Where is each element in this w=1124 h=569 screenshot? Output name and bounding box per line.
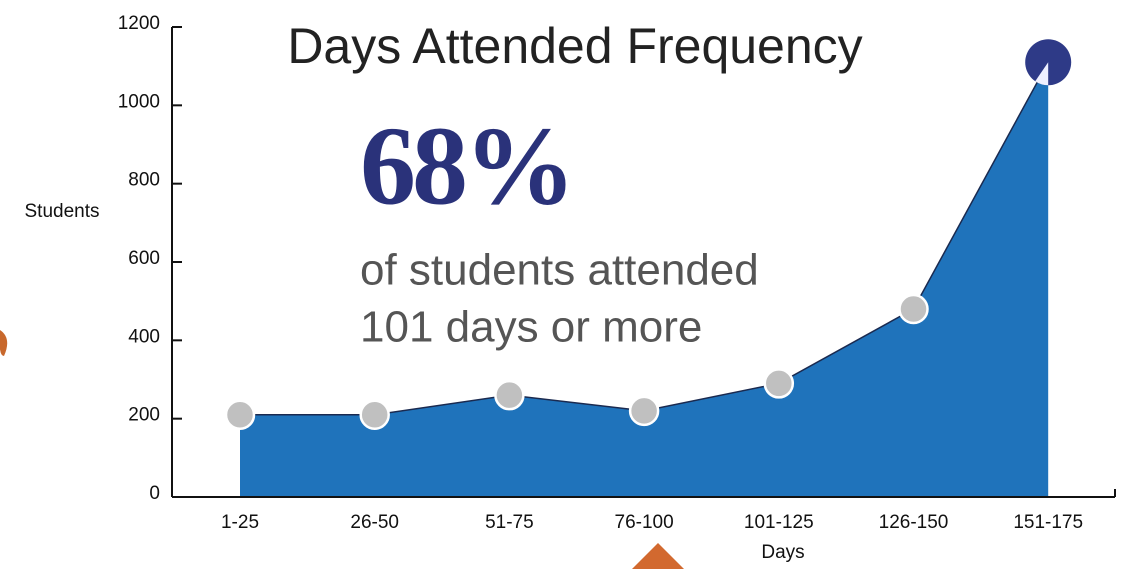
y-tick-label: 1000 [118, 91, 160, 112]
x-tick-label: 76-100 [615, 512, 674, 533]
annotation-value: 68% [360, 105, 572, 229]
y-tick-label: 1200 [118, 13, 160, 34]
x-tick-label: 101-125 [744, 512, 814, 533]
marker [898, 293, 929, 325]
chart-title: Days Attended Frequency [287, 18, 862, 74]
marker [763, 368, 795, 399]
marker [224, 399, 256, 430]
y-tick-label: 400 [128, 326, 160, 347]
decoration [0, 330, 8, 356]
x-tick-label: 26-50 [350, 512, 399, 533]
x-axis-label: Days [761, 542, 804, 563]
marker [494, 379, 525, 411]
y-tick-label: 200 [128, 405, 160, 426]
marker [628, 395, 660, 427]
decoration [632, 543, 684, 569]
area [240, 62, 1049, 497]
annotation-text: 101 days or more [360, 303, 702, 352]
annotation-text: of students attended [360, 246, 759, 295]
x-tick-label: 51-75 [485, 512, 534, 533]
x-tick-label: 151-175 [1013, 512, 1083, 533]
y-tick-label: 800 [128, 170, 160, 191]
x-tick-label: 126-150 [879, 512, 949, 533]
y-tick-label: 600 [128, 248, 160, 269]
y-axis-label: Students [25, 201, 100, 222]
marker [359, 399, 390, 430]
x-tick-label: 1-25 [221, 512, 259, 533]
y-tick-label: 0 [149, 483, 160, 504]
marker-highlight [1035, 62, 1049, 86]
